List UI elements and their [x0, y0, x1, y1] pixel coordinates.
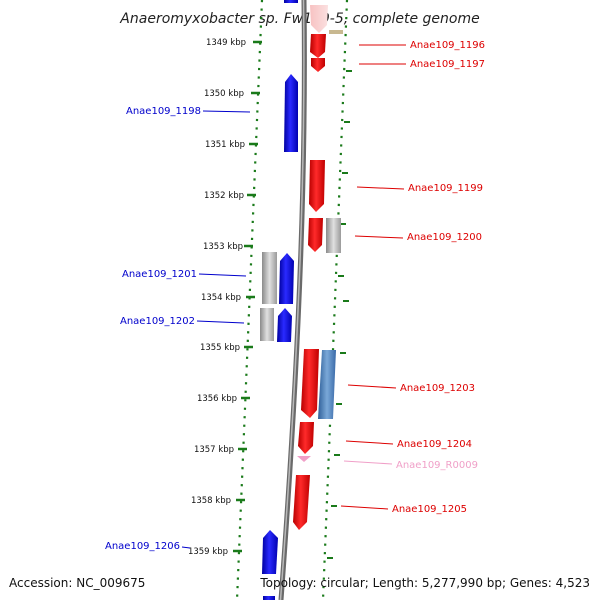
- gene-label[interactable]: Anae109_1206: [105, 541, 180, 552]
- label-leader: [340, 505, 389, 510]
- gene-feature[interactable]: [310, 5, 328, 33]
- kbp-label: 1355 kbp: [200, 343, 240, 353]
- backbone-highlight: [279, 0, 305, 600]
- label-leader: [196, 320, 245, 324]
- label-leader: [354, 235, 404, 239]
- gene-feature[interactable]: [297, 456, 311, 462]
- label-leader: [356, 186, 405, 190]
- kbp-label: 1359 kbp: [188, 547, 228, 557]
- gene-label[interactable]: Anae109_R0009: [396, 460, 478, 471]
- gene-feature[interactable]: [298, 422, 314, 454]
- label-leader: [198, 273, 247, 277]
- forward-strand-features: [293, 5, 343, 530]
- kbp-label: 1354 kbp: [201, 293, 241, 303]
- gene-feature[interactable]: [329, 30, 343, 34]
- kbp-label: 1349 kbp: [206, 38, 246, 48]
- gene-feature[interactable]: [279, 253, 294, 304]
- kbp-label: 1358 kbp: [191, 496, 231, 506]
- kbp-label: 1352 kbp: [204, 191, 244, 201]
- gene-feature[interactable]: [263, 596, 275, 600]
- gene-feature[interactable]: [284, 74, 298, 152]
- kbp-label: 1357 kbp: [194, 445, 234, 455]
- gene-feature[interactable]: [284, 0, 298, 3]
- label-leader: [181, 546, 191, 549]
- gene-feature[interactable]: [326, 218, 341, 253]
- label-leader: [202, 110, 251, 113]
- gene-label[interactable]: Anae109_1200: [407, 232, 482, 243]
- kbp-label: 1356 kbp: [197, 394, 237, 404]
- kbp-label: 1350 kbp: [204, 89, 244, 99]
- gene-feature[interactable]: [311, 58, 325, 72]
- left-gene-labels: Anae109_1198 Anae109_1201 Anae109_1202 A…: [105, 106, 251, 552]
- reverse-strand-features: [260, 0, 298, 600]
- gene-label[interactable]: Anae109_1199: [408, 183, 483, 194]
- accession-text: Accession: NC_009675: [9, 576, 146, 590]
- gene-feature[interactable]: [318, 350, 336, 419]
- map-title: Anaeromyxobacter sp. Fw109-5, complete g…: [119, 11, 479, 27]
- gene-label[interactable]: Anae109_1201: [122, 269, 197, 280]
- label-leader: [347, 384, 397, 389]
- minor-ticks: [327, 70, 352, 559]
- kbp-label: 1351 kbp: [205, 140, 245, 150]
- right-gene-labels: Anae109_1196 Anae109_1197 Anae109_1199 A…: [340, 40, 485, 515]
- gene-label[interactable]: Anae109_1198: [126, 106, 201, 117]
- gene-feature[interactable]: [309, 160, 325, 212]
- gene-feature[interactable]: [310, 34, 326, 58]
- kbp-ruler: 1349 kbp 1350 kbp 1351 kbp 1352 kbp 1353…: [188, 38, 262, 557]
- gene-feature[interactable]: [262, 530, 278, 574]
- gene-label[interactable]: Anae109_1204: [397, 439, 472, 450]
- gene-feature[interactable]: [301, 349, 319, 418]
- gene-feature[interactable]: [293, 475, 310, 530]
- gene-label[interactable]: Anae109_1197: [410, 59, 485, 70]
- gene-feature[interactable]: [308, 218, 323, 252]
- gene-feature[interactable]: [262, 252, 277, 304]
- label-leader: [343, 460, 393, 465]
- label-leader: [345, 440, 394, 445]
- genome-backbone: [278, 0, 307, 600]
- topology-text: Topology: circular; Length: 5,277,990 bp…: [260, 576, 590, 590]
- gene-label[interactable]: Anae109_1203: [400, 383, 475, 394]
- gene-label[interactable]: Anae109_1202: [120, 316, 195, 327]
- gene-feature[interactable]: [277, 308, 292, 342]
- gene-label[interactable]: Anae109_1196: [410, 40, 485, 51]
- gene-strip: [312, 0, 330, 600]
- kbp-label: 1353 kbp: [203, 242, 243, 252]
- gene-label[interactable]: Anae109_1205: [392, 504, 467, 515]
- gene-feature[interactable]: [260, 308, 274, 341]
